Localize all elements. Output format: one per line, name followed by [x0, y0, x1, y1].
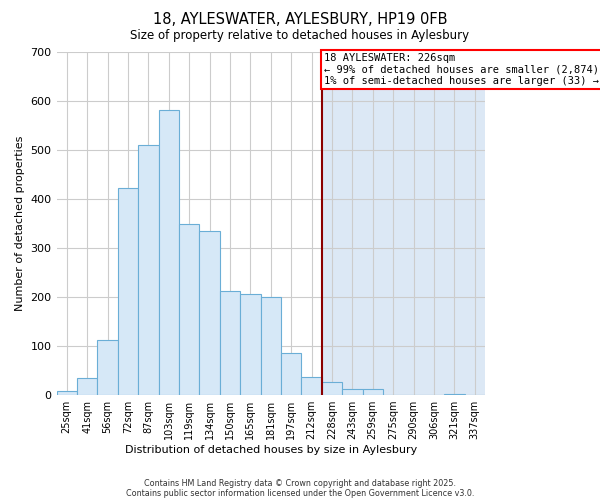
- Text: Contains public sector information licensed under the Open Government Licence v3: Contains public sector information licen…: [126, 488, 474, 498]
- Text: 18 AYLESWATER: 226sqm
← 99% of detached houses are smaller (2,874)
1% of semi-de: 18 AYLESWATER: 226sqm ← 99% of detached …: [324, 53, 599, 86]
- Bar: [240, 294, 260, 395]
- Bar: [77, 378, 97, 395]
- X-axis label: Distribution of detached houses by size in Aylesbury: Distribution of detached houses by size …: [125, 445, 417, 455]
- Text: Size of property relative to detached houses in Aylesbury: Size of property relative to detached ho…: [130, 29, 470, 42]
- Bar: [342, 389, 362, 395]
- Bar: [56, 391, 77, 395]
- Bar: [97, 340, 118, 395]
- Bar: [444, 394, 464, 395]
- Bar: [260, 297, 281, 395]
- Bar: [322, 52, 485, 395]
- Bar: [362, 389, 383, 395]
- Bar: [179, 224, 199, 395]
- Bar: [138, 145, 158, 395]
- Bar: [281, 354, 301, 395]
- Bar: [118, 188, 138, 395]
- Bar: [220, 291, 240, 395]
- Bar: [322, 382, 342, 395]
- Bar: [301, 377, 322, 395]
- Y-axis label: Number of detached properties: Number of detached properties: [15, 136, 25, 311]
- Text: Contains HM Land Registry data © Crown copyright and database right 2025.: Contains HM Land Registry data © Crown c…: [144, 478, 456, 488]
- Text: 18, AYLESWATER, AYLESBURY, HP19 0FB: 18, AYLESWATER, AYLESBURY, HP19 0FB: [153, 12, 447, 28]
- Bar: [158, 110, 179, 395]
- Bar: [199, 230, 220, 395]
